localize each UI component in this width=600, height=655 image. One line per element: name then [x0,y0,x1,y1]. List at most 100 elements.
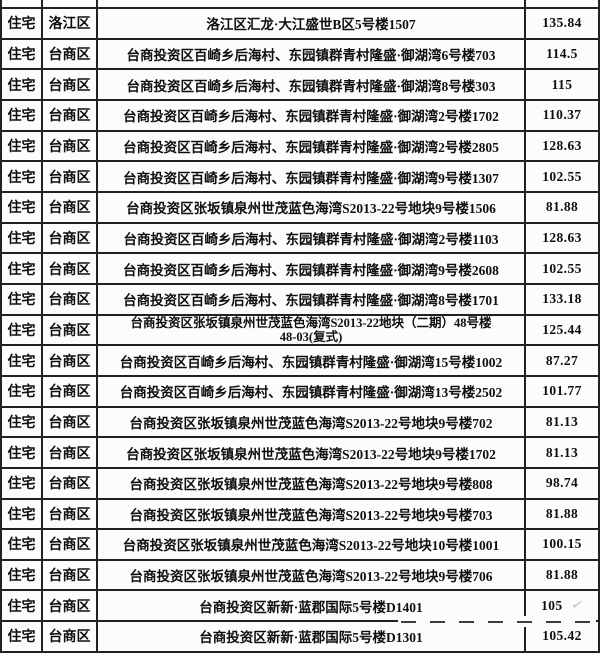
table-row: 住宅 台商区 台商投资区张坂镇泉州世茂蓝色海湾S2013-22号地块9号楼703… [0,499,600,531]
cell-area-value: 98.74 [526,468,600,498]
cell-district: 台商区 [43,468,98,498]
cell-district: 台商区 [43,407,98,437]
cell-property-type: 住宅 [2,254,43,283]
address-line-2: 48-03(复式) [279,329,343,344]
clipped-row-top [0,0,600,9]
cell-address: 台商投资区百崎乡后海村、东园镇群青村隆盛·御湖湾2号楼2805 [98,131,526,161]
area-value: 133.18 [542,291,582,307]
cell-district: 台商区 [43,100,98,130]
cell-address: 台商投资区张坂镇泉州世茂蓝色海湾S2013-22号地块9号楼702 [98,407,526,437]
cell-district: 台商区 [43,192,98,222]
cell-address: 台商投资区百崎乡后海村、东园镇群青村隆盛·御湖湾13号楼2502 [98,376,526,406]
cell-property-type: 住宅 [2,591,43,621]
table-row: 住宅 台商区 台商投资区百崎乡后海村、东园镇群青村隆盛·御湖湾9号楼1307 1… [0,162,600,193]
cell-address: 台商投资区张坂镇泉州世茂蓝色海湾S2013-22地块（二期）48号楼 48-03(… [98,315,526,345]
table-row: 住宅 台商区 台商投资区新新·蓝郡国际5号楼D1301 105.42 [0,622,600,653]
cell-area-value: 135.84 [526,9,600,38]
table-row: 住宅 台商区 台商投资区张坂镇泉州世茂蓝色海湾S2013-22号地块9号楼702… [0,407,600,439]
cell-area-value: 110.37 [526,100,600,130]
cell-address: 台商投资区新新·蓝郡国际5号楼D1301 [98,622,526,651]
watermark-dashed-line [398,616,596,627]
cell-address: 台商投资区张坂镇泉州世茂蓝色海湾S2013-22号地块9号楼808 [98,468,526,498]
area-value: 125.44 [542,321,582,337]
area-value: 115 [551,76,573,92]
table-row: 住宅 台商区 台商投资区张坂镇泉州世茂蓝色海湾S2013-22地块（二期）48号… [0,315,600,347]
cell-area-value: 87.27 [526,346,600,375]
cell-address: 台商投资区百崎乡后海村、东园镇群青村隆盛·御湖湾15号楼1002 [98,346,526,375]
cell-property-type: 住宅 [2,438,43,467]
cell-district: 台商区 [43,591,98,621]
cell-district: 台商区 [43,315,98,345]
cell-district: 台商区 [43,499,98,529]
cell-area-value: 81.13 [526,407,600,437]
cell-district: 台商区 [43,131,98,161]
cell-area-value: 128.63 [526,131,600,161]
area-value: 102.55 [542,168,582,184]
table-row: 住宅 台商区 台商投资区百崎乡后海村、东园镇群青村隆盛·御湖湾2号楼2805 1… [0,131,600,163]
cell-property-type [2,0,43,7]
cell-district: 台商区 [43,284,98,314]
cell-district: 台商区 [43,254,98,283]
cell-property-type: 住宅 [2,192,43,222]
cell-property-type: 住宅 [2,622,43,651]
area-value: 105.42 [542,628,582,644]
cell-property-type: 住宅 [2,560,43,590]
cell-property-type: 住宅 [2,530,43,559]
table-row: 住宅 台商区 台商投资区百崎乡后海村、东园镇群青村隆盛·御湖湾15号楼1002 … [0,346,600,377]
cell-address: 台商投资区百崎乡后海村、东园镇群青村隆盛·御湖湾2号楼1702 [98,100,526,130]
area-value: 98.74 [545,475,579,491]
area-value: 87.27 [545,352,579,368]
cell-property-type: 住宅 [2,407,43,437]
table-row: 住宅 台商区 台商投资区百崎乡后海村、东园镇群青村隆盛·御湖湾13号楼2502 … [0,376,600,408]
cell-district [43,0,98,7]
table-row: 住宅 台商区 台商投资区张坂镇泉州世茂蓝色海湾S2013-22号地块9号楼170… [0,438,600,469]
area-value: 100.15 [542,536,582,552]
area-value: 81.13 [545,413,579,429]
cell-area-value: 114.5 [526,39,600,69]
cell-area-value: 101.77 [526,376,600,406]
table-row: 住宅 台商区 台商投资区张坂镇泉州世茂蓝色海湾S2013-22号地块9号楼706… [0,560,600,592]
table-row: 住宅 台商区 台商投资区百崎乡后海村、东园镇群青村隆盛·御湖湾8号楼303 11… [0,70,600,101]
cell-area-value [526,0,600,7]
table-row: 住宅 台商区 台商投资区张坂镇泉州世茂蓝色海湾S2013-22号地块10号楼10… [0,530,600,561]
table-row: 住宅 台商区 台商投资区百崎乡后海村、东园镇群青村隆盛·御湖湾6号楼703 11… [0,39,600,71]
cell-property-type: 住宅 [2,162,43,191]
cell-property-type: 住宅 [2,499,43,529]
cell-district: 台商区 [43,70,98,99]
area-value: 110.37 [542,107,582,123]
area-value: 81.88 [545,505,579,521]
cell-address: 台商投资区百崎乡后海村、东园镇群青村隆盛·御湖湾9号楼1307 [98,162,526,191]
cell-address: 台商投资区张坂镇泉州世茂蓝色海湾S2013-22号地块10号楼1001 [98,530,526,559]
cell-address: 洛江区汇龙·大江盛世B区5号楼1507 [98,9,526,38]
cell-area-value: 115 [526,70,600,99]
area-value: 81.88 [545,567,579,583]
cell-area-value: 81.88 [526,560,600,590]
cell-area-value: 81.13 [526,438,600,467]
area-value: 135.84 [542,15,582,31]
cell-area-value: 105.42 [526,622,600,651]
cell-district: 台商区 [43,346,98,375]
area-value: 128.63 [542,137,582,153]
cell-area-value: 128.63 [526,223,600,253]
table-row: 住宅 台商区 台商投资区百崎乡后海村、东园镇群青村隆盛·御湖湾8号楼1701 1… [0,284,600,316]
table-row: 住宅 台商区 台商投资区张坂镇泉州世茂蓝色海湾S2013-22号地块9号楼150… [0,192,600,224]
table-body: 住宅 洛江区 洛江区汇龙·大江盛世B区5号楼1507 135.84 住宅 台商区… [0,9,600,653]
cell-area-value: 105 ✓ [526,591,600,621]
watermark-blob-icon: ✓ [569,597,585,614]
cell-property-type: 住宅 [2,9,43,38]
cell-property-type: 住宅 [2,346,43,375]
cell-property-type: 住宅 [2,315,43,345]
cell-district: 台商区 [43,39,98,69]
cell-area-value: 133.18 [526,284,600,314]
table-row: 住宅 台商区 台商投资区张坂镇泉州世茂蓝色海湾S2013-22号地块9号楼808… [0,468,600,500]
cell-district: 台商区 [43,223,98,253]
cell-address: 台商投资区百崎乡后海村、东园镇群青村隆盛·御湖湾9号楼2608 [98,254,526,283]
table-row: 住宅 洛江区 洛江区汇龙·大江盛世B区5号楼1507 135.84 [0,9,600,40]
cell-address: 台商投资区百崎乡后海村、东园镇群青村隆盛·御湖湾6号楼703 [98,39,526,69]
cell-area-value: 125.44 [526,315,600,345]
cell-district: 台商区 [43,162,98,191]
cell-district: 台商区 [43,560,98,590]
table-row: 住宅 台商区 台商投资区百崎乡后海村、东园镇群青村隆盛·御湖湾2号楼1702 1… [0,100,600,132]
cell-district: 台商区 [43,376,98,406]
